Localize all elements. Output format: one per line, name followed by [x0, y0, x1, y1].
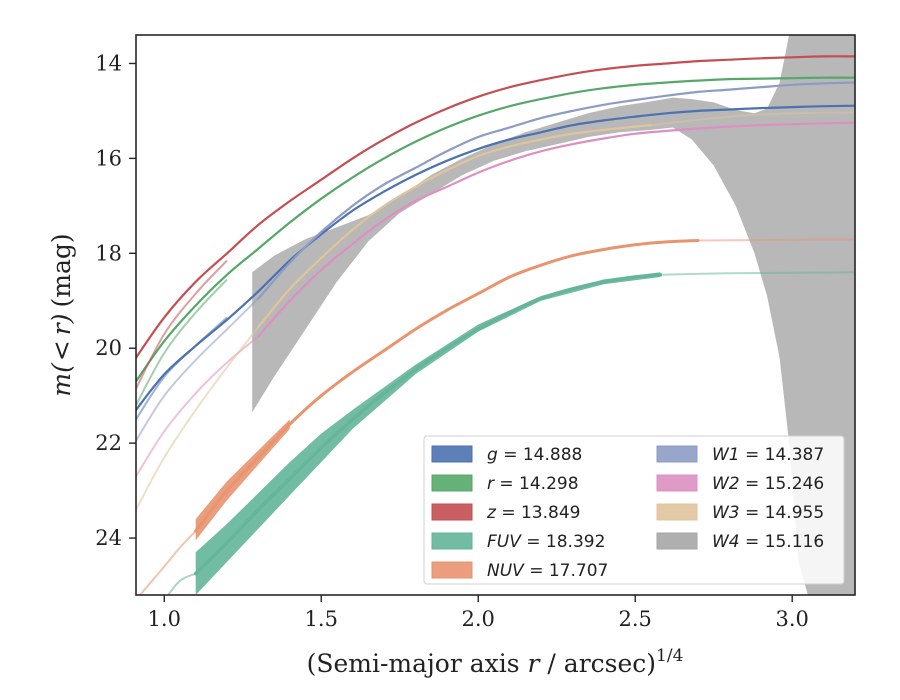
legend-symbol: W2: [712, 474, 740, 494]
y-axis-title-open: (: [47, 362, 76, 373]
series-g-line: [136, 104, 855, 411]
legend-entry-w2: W2 = 15.246: [656, 474, 824, 494]
series-z-line: [136, 55, 855, 359]
legend-swatch-nuv: [431, 561, 473, 579]
series-w3-model-line: [136, 326, 260, 511]
legend-swatch-r: [431, 474, 473, 492]
legend-label-g: g = 14.888: [487, 445, 582, 465]
y-tick-label: 20: [95, 336, 122, 360]
x-tick-label: 1.5: [305, 607, 338, 631]
legend-symbol: W3: [712, 503, 740, 523]
series-fuv-tail-line: [660, 271, 855, 276]
legend-entry-w4: W4 = 15.116: [656, 532, 824, 552]
legend-value: = 15.246: [740, 474, 825, 494]
series-r-line: [136, 76, 855, 383]
series-z-model-line: [136, 259, 228, 390]
legend-swatch-w3: [656, 503, 698, 521]
legend-entry-r: r = 14.298: [431, 474, 579, 494]
x-axis-title: (Semi-major axis r / arcsec)1/4: [307, 646, 684, 678]
legend-entry-z: z = 13.849: [431, 503, 580, 523]
legend-symbol: W1: [712, 445, 740, 465]
legend-value: = 14.955: [740, 503, 825, 523]
legend-label-w1: W1 = 14.387: [712, 445, 824, 465]
legend-label-r: r = 14.298: [487, 474, 579, 494]
legend-symbol: NUV: [487, 561, 525, 581]
x-axis-title-main: (Semi-major axis: [307, 649, 528, 678]
y-tick-label: 14: [95, 51, 122, 75]
legend-value: = 18.392: [521, 532, 606, 552]
series-fuv-line: [193, 272, 663, 576]
x-axis-title-rest: / arcsec): [539, 649, 656, 678]
legend-value: = 13.849: [496, 503, 581, 523]
legend-symbol: g: [487, 445, 498, 465]
series-w1-line: [257, 81, 855, 300]
y-axis-title: m(< r) (mag): [47, 233, 76, 396]
y-tick-label: 16: [95, 146, 122, 170]
legend-swatch-z: [431, 503, 473, 521]
x-tick-label: 3.0: [776, 607, 809, 631]
series-w2-line: [257, 121, 855, 338]
plot-area: [136, 35, 855, 595]
y-axis-title-close: ): [47, 313, 76, 324]
legend-label-nuv: NUV = 17.707: [487, 561, 608, 581]
legend-label-w4: W4 = 15.116: [712, 532, 824, 552]
axis-ticks: 1.0 1.5 2.0 2.5 3.0 14 16 18 20 22 24: [95, 51, 809, 631]
legend-label-fuv: FUV = 18.392: [487, 532, 605, 552]
y-axis-title-r: r: [47, 321, 76, 335]
legend-label-w2: W2 = 15.246: [712, 474, 824, 494]
series-r-model-line: [136, 278, 228, 406]
series-w1-model-line: [136, 297, 260, 442]
y-axis-title-unit: (mag): [47, 233, 76, 307]
legend-value: = 15.116: [740, 532, 825, 552]
x-tick-label: 2.0: [462, 607, 495, 631]
legend-value: = 14.298: [494, 474, 579, 494]
series-w3-tail-line: [650, 111, 855, 127]
legend-entry-fuv: FUV = 18.392: [431, 532, 605, 552]
y-axis-title-lt: <: [47, 340, 76, 361]
legend-symbol: z: [486, 503, 497, 523]
legend-entry-nuv: NUV = 17.707: [431, 561, 608, 581]
axes-frame: [135, 34, 856, 596]
legend-swatch-w2: [656, 474, 698, 492]
y-tick-label: 24: [95, 526, 122, 550]
x-tick-label: 1.0: [148, 607, 181, 631]
y-tick-label: 22: [95, 431, 122, 455]
series-w4-band: [252, 35, 855, 595]
series-fuv-model-line: [166, 572, 197, 595]
legend-value: = 14.387: [740, 445, 825, 465]
legend-entry-g: g = 14.888: [431, 445, 582, 465]
legend-swatch-w1: [656, 445, 698, 463]
x-tick-label: 2.5: [619, 607, 652, 631]
legend-entry-w1: W1 = 14.387: [656, 445, 824, 465]
legend-value: = 17.707: [524, 561, 609, 581]
legend-symbol: FUV: [487, 532, 522, 552]
legend-value: = 14.888: [498, 445, 583, 465]
legend-label-z: z = 13.849: [486, 503, 580, 523]
legend-label-w3: W3 = 14.955: [712, 503, 824, 523]
x-axis-title-var: r: [528, 649, 542, 678]
legend-swatch-w4: [656, 532, 698, 550]
y-axis-title-m: m: [47, 373, 76, 397]
y-tick-label: 18: [95, 241, 122, 265]
x-axis-title-exponent: 1/4: [656, 646, 683, 666]
legend-swatch-fuv: [431, 532, 473, 550]
series-nuv-line: [194, 239, 700, 533]
legend-swatch-g: [431, 445, 473, 463]
series-nuv-tail-line: [697, 238, 855, 242]
legend-box: [423, 435, 845, 585]
series-w3-line: [257, 124, 652, 328]
series-nuv-model-line: [138, 530, 197, 595]
legend-symbol: W4: [712, 532, 740, 552]
legend-symbol: r: [487, 474, 495, 494]
legend-entry-w3: W3 = 14.955: [656, 503, 824, 523]
